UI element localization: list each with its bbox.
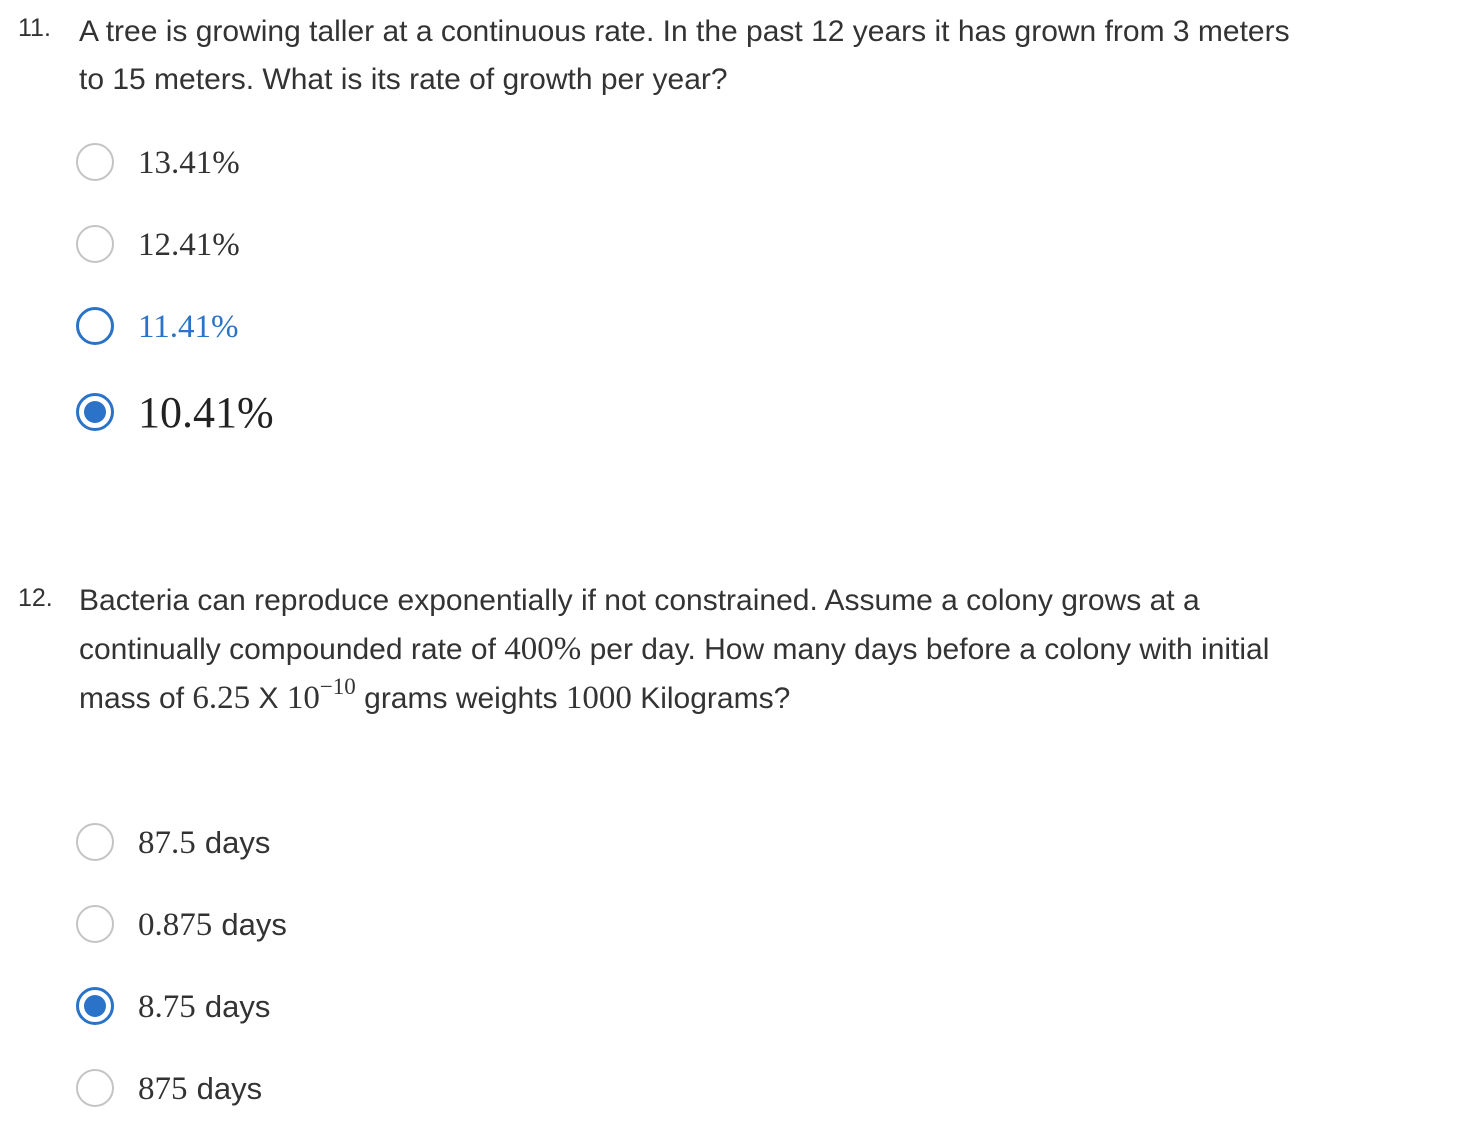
answer-label: 11.41% — [138, 308, 239, 345]
mass-value: 6.25 — [192, 680, 251, 716]
question-text-line: Bacteria can reproduce exponentially if … — [79, 584, 1200, 617]
answer-option-selected[interactable]: 10.41% — [76, 384, 274, 440]
target-value: 1000 — [565, 680, 632, 716]
rate-value: 400% — [504, 631, 582, 667]
radio-button[interactable] — [76, 823, 114, 861]
radio-button[interactable] — [76, 1069, 114, 1107]
answer-option[interactable]: 0.875 days — [76, 902, 287, 946]
question-text: Bacteria can reproduce exponentially if … — [79, 577, 1449, 725]
answer-option[interactable]: 13.41% — [76, 140, 240, 184]
question-number: 12. — [18, 584, 53, 612]
answer-option-selected[interactable]: 8.75 days — [76, 984, 270, 1028]
base-value: 10 — [286, 680, 320, 716]
answer-label: 87.5 days — [138, 824, 271, 861]
answer-label: 10.41% — [138, 387, 274, 437]
question-text: A tree is growing taller at a continuous… — [79, 8, 1449, 104]
radio-button-checked[interactable] — [76, 987, 114, 1025]
answer-option[interactable]: 12.41% — [76, 222, 240, 266]
question-text-line: mass of 6.25 X 10−10 grams weights 1000 … — [79, 674, 791, 716]
answer-label: 8.75 days — [138, 988, 271, 1025]
radio-button[interactable] — [76, 905, 114, 943]
radio-button[interactable] — [76, 143, 114, 181]
question-text-line: to 15 meters. What is its rate of growth… — [79, 63, 728, 96]
radio-button[interactable] — [76, 307, 114, 345]
answer-option[interactable]: 875 days — [76, 1066, 262, 1110]
question-text-line: continually compounded rate of 400% per … — [79, 631, 1270, 667]
radio-button-checked[interactable] — [76, 393, 114, 431]
answer-label: 875 days — [138, 1070, 263, 1107]
answer-option[interactable]: 87.5 days — [76, 820, 270, 864]
exponent-value: −10 — [319, 674, 356, 699]
answer-label: 0.875 days — [138, 906, 287, 943]
answer-option-hovered[interactable]: 11.41% — [76, 304, 239, 348]
question-number: 11. — [18, 14, 51, 42]
answer-label: 13.41% — [138, 144, 240, 181]
question-text-line: A tree is growing taller at a continuous… — [79, 15, 1290, 48]
answer-label: 12.41% — [138, 226, 240, 263]
radio-button[interactable] — [76, 225, 114, 263]
